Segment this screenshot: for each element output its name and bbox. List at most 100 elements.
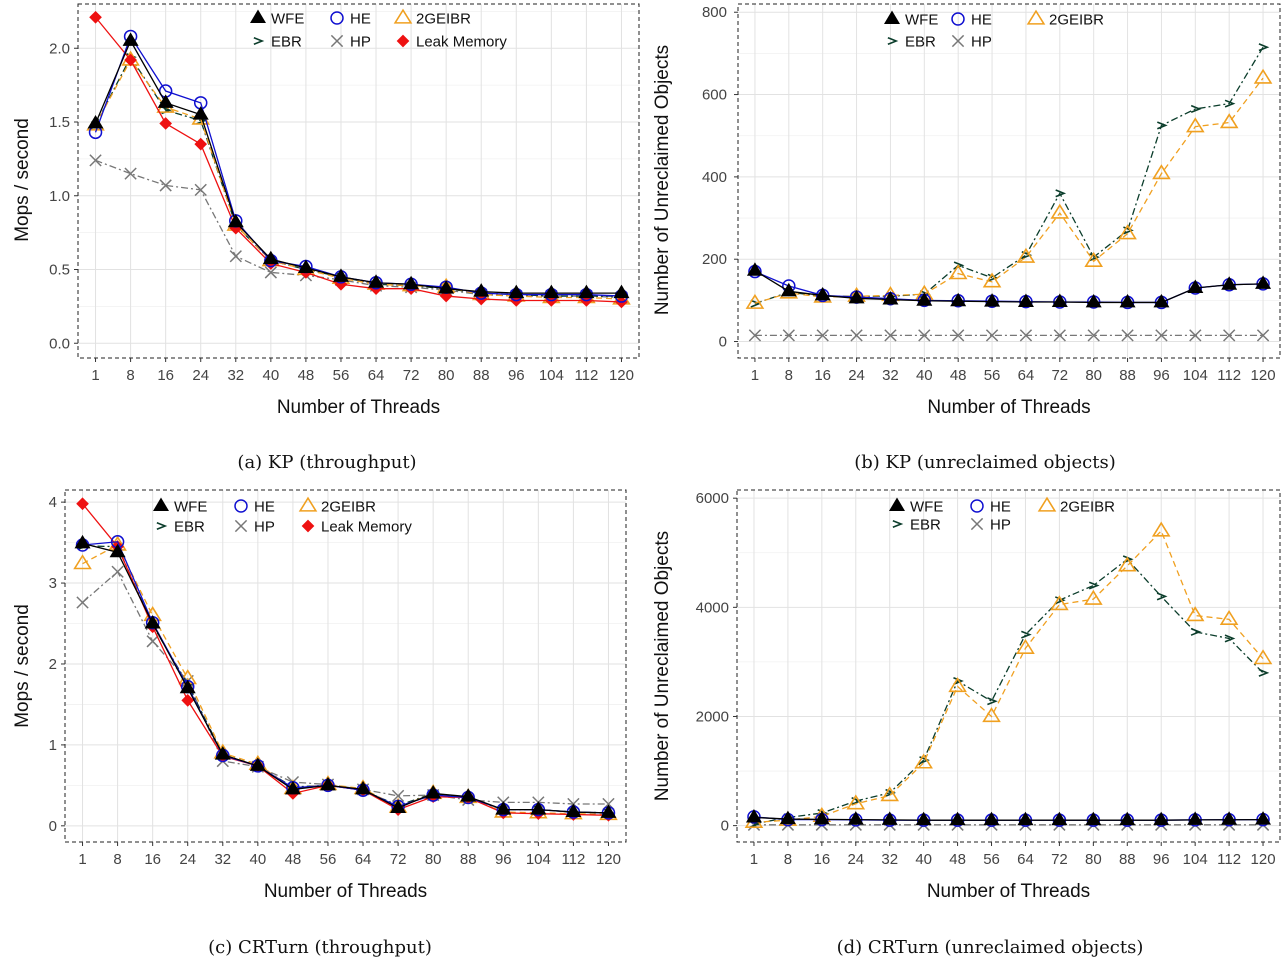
- legend-item: EBR: [253, 34, 302, 51]
- data-point: [111, 565, 124, 578]
- data-point: [89, 154, 102, 167]
- data-point: [1152, 164, 1171, 180]
- x-tick-label: 72: [1051, 851, 1068, 868]
- legend-marker: [888, 497, 906, 511]
- legend-label: WFE: [910, 499, 943, 516]
- data-point: [214, 746, 231, 760]
- series-line: [754, 46, 1264, 305]
- series-leak-memory: [76, 497, 615, 822]
- data-point: [918, 329, 931, 342]
- data-point: [355, 780, 372, 795]
- x-tick-label: 104: [1183, 367, 1208, 384]
- series-line: [753, 816, 1264, 821]
- x-tick-label: 8: [785, 367, 793, 384]
- data-point: [194, 183, 207, 197]
- series-wfe: [746, 262, 1272, 308]
- data-point: [1223, 329, 1236, 342]
- series-line: [95, 16, 622, 303]
- series-line: [95, 159, 622, 299]
- data-point: [460, 788, 477, 802]
- x-tick-label: 8: [113, 851, 121, 868]
- grid: [737, 490, 1280, 842]
- y-tick-label: 0: [719, 334, 727, 351]
- data-point: [1050, 203, 1070, 219]
- data-point: [1085, 811, 1102, 826]
- x-tick-label: 56: [320, 851, 337, 868]
- data-point: [332, 268, 349, 282]
- x-tick-label: 64: [355, 851, 372, 868]
- data-point: [613, 284, 630, 299]
- data-point: [1255, 811, 1272, 825]
- data-point: [124, 53, 137, 67]
- data-point: [600, 804, 617, 818]
- data-point: [530, 801, 547, 815]
- x-tick-label: 32: [881, 851, 898, 868]
- series-hp: [76, 565, 615, 811]
- grid: [65, 490, 626, 842]
- legend-item: EBR: [887, 34, 936, 51]
- series-he: [75, 535, 616, 820]
- legend-item: EBR: [156, 519, 205, 536]
- series-wfe: [745, 808, 1272, 826]
- legend-item: HE: [330, 11, 371, 28]
- legend-marker: [887, 36, 899, 46]
- y-tick-label: 0: [49, 818, 57, 835]
- legend-item: 2GEIBR: [393, 8, 471, 28]
- data-point: [1253, 649, 1273, 665]
- x-axis-label: Number of Threads: [277, 397, 440, 418]
- x-tick-label: 24: [179, 851, 196, 868]
- data-point: [297, 259, 314, 274]
- grid: [738, 4, 1280, 358]
- caption-d: (d) CRTurn (unreclaimed objects): [836, 937, 1144, 958]
- legend-label: EBR: [910, 517, 941, 534]
- data-point: [916, 292, 933, 306]
- data-point: [1219, 609, 1239, 626]
- series-line: [82, 503, 609, 816]
- series-leak-memory: [89, 10, 628, 309]
- data-point: [1019, 329, 1033, 342]
- x-tick-label: 40: [250, 851, 267, 868]
- data-point: [1153, 293, 1170, 308]
- chart-panel-1: 0.0 0.5 1.0 1.5 2.0 1 8 16 24 32 40 48 56 64 72 80 88 96 1…: [12, 3, 640, 418]
- data-point: [748, 329, 762, 342]
- x-tick-label: 80: [425, 851, 442, 868]
- chart-panel-3: 0 1 2 3 4 1 8 16 24 32 40 48 56 64 72 80 88 96 104 112 120 Nu…: [12, 489, 627, 902]
- x-tick-label: 96: [1153, 851, 1170, 868]
- x-tick-label: 120: [1251, 367, 1276, 384]
- data-point: [948, 264, 968, 280]
- x-tick-label: 80: [1085, 851, 1102, 868]
- x-tick-label: 16: [814, 367, 831, 384]
- legend-marker: [393, 8, 413, 24]
- legend-marker: [970, 517, 984, 531]
- data-point: [124, 167, 137, 180]
- data-point: [987, 697, 998, 706]
- data-point: [884, 329, 897, 342]
- data-point: [782, 329, 795, 342]
- x-tick-label: 56: [983, 851, 1000, 868]
- x-tick-label: 120: [596, 851, 621, 868]
- data-point: [1119, 811, 1136, 826]
- data-point: [881, 811, 898, 825]
- x-tick-label: 40: [916, 367, 933, 384]
- x-tick-label: 32: [227, 367, 244, 384]
- data-point: [159, 179, 172, 192]
- data-point: [1253, 68, 1273, 84]
- legend-marker: [951, 34, 965, 48]
- data-point: [1224, 99, 1236, 108]
- legend-item: HE: [951, 12, 992, 29]
- data-point: [390, 799, 407, 814]
- legend: WFE HE 2GEIBR EBR HP Leak Memory: [249, 8, 507, 51]
- legend-label: HP: [350, 34, 371, 51]
- data-point: [1155, 329, 1168, 342]
- data-point: [1088, 581, 1100, 590]
- data-point: [1221, 276, 1238, 290]
- data-point: [1190, 627, 1202, 636]
- x-tick-label: 1: [750, 851, 758, 868]
- legend-item: WFE: [888, 497, 943, 516]
- data-point: [1021, 630, 1032, 639]
- y-tick-label: 2: [49, 656, 57, 673]
- x-tick-label: 96: [495, 851, 512, 868]
- data-point: [1084, 251, 1103, 267]
- data-point: [882, 291, 899, 305]
- x-tick-label: 96: [1153, 367, 1170, 384]
